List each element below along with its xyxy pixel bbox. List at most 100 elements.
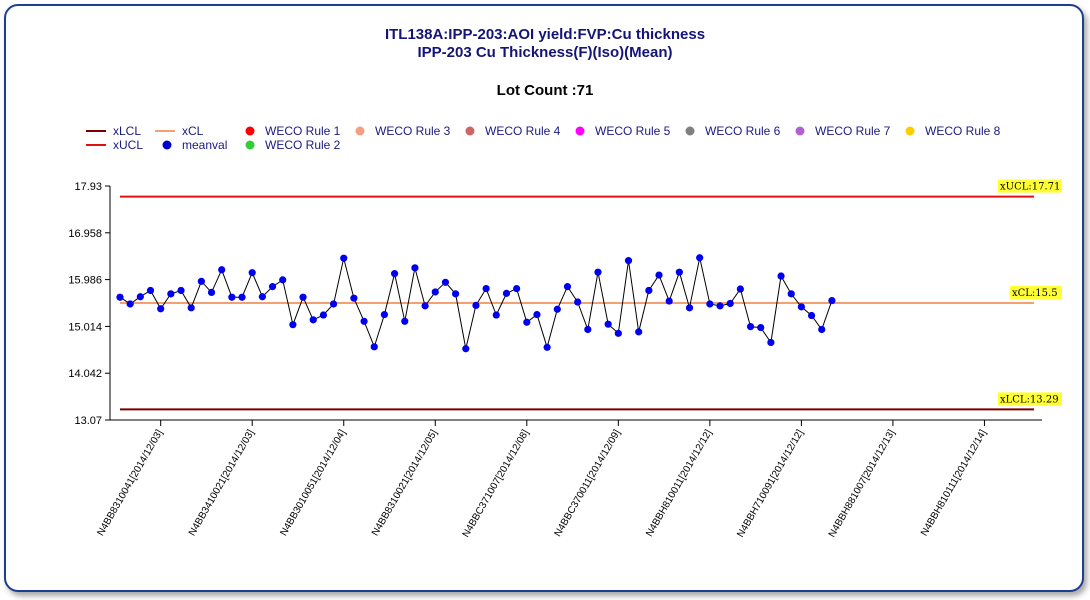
meanval-point (513, 284, 521, 293)
meanval-point (380, 310, 389, 319)
legend-label: meanval (182, 138, 227, 152)
meanval-point (329, 300, 338, 308)
meanval-point (533, 310, 541, 319)
legend-label: WECO Rule 1 (265, 124, 341, 138)
meanval-point (319, 311, 327, 319)
meanval-point (157, 305, 165, 313)
meanval-point (218, 266, 226, 274)
meanval-point (167, 290, 175, 298)
legend-label: WECO Rule 3 (375, 124, 451, 138)
legend-swatch-weco-rule-4 (465, 126, 475, 136)
y-tick-label: 15.986 (68, 275, 102, 287)
meanval-point (258, 293, 266, 301)
chart-frame (4, 4, 1084, 592)
legend-swatch-weco-rule-1 (245, 126, 255, 136)
meanval-point (350, 294, 358, 302)
meanval-point (177, 286, 185, 295)
cl-label-bg (1010, 286, 1062, 299)
meanval-point (146, 286, 155, 295)
meanval-point (543, 343, 551, 351)
meanval-point (482, 284, 490, 293)
meanval-point (574, 298, 582, 306)
meanval-point (584, 325, 592, 334)
meanval-point (797, 303, 805, 311)
meanval-point (299, 293, 307, 301)
meanval-point (248, 269, 256, 277)
legend-swatch-weco-rule-5 (575, 126, 585, 136)
meanval-point (116, 293, 124, 301)
x-tick-label: N4BB3410021[2014/12/03] (187, 428, 257, 538)
cl-label: xCL:15.5 (1012, 288, 1058, 299)
x-tick-label: N4BB3010051[2014/12/04] (278, 428, 348, 538)
meanval-point (828, 296, 836, 305)
x-tick-label: N4BBH810111[2014/12/14] (919, 428, 989, 538)
meanval-point (472, 301, 480, 310)
meanval-point (726, 299, 734, 308)
meanval-point (197, 277, 205, 285)
meanval-point (309, 316, 317, 324)
meanval-point (696, 254, 704, 262)
legend-label: WECO Rule 8 (925, 124, 1001, 138)
meanval-point (563, 283, 572, 291)
x-tick-label: N4BBH810011[2014/12/12] (644, 428, 714, 539)
meanval-point (757, 323, 765, 332)
meanval-point (207, 288, 216, 297)
meanval-point (594, 268, 602, 276)
meanval-point (523, 318, 531, 326)
ucl-label: xUCL:17.71 (1000, 182, 1060, 193)
meanval-point (502, 289, 511, 297)
meanval-point (390, 270, 399, 278)
x-tick-label: N4BBH710091[2014/12/12] (735, 428, 806, 540)
meanval-point (401, 317, 409, 325)
meanval-point (238, 293, 246, 301)
lcl-label-bg (998, 392, 1062, 406)
meanval-point (421, 302, 429, 310)
meanval-point (787, 290, 795, 298)
meanval-point (289, 321, 297, 329)
legend-swatch-weco-rule-6 (685, 126, 695, 136)
meanval-point (685, 304, 694, 312)
legend-label: WECO Rule 2 (265, 138, 341, 152)
legend-swatch-weco-rule-7 (795, 126, 805, 136)
meanval-point (452, 290, 460, 298)
meanval-point (635, 328, 643, 336)
meanval-point (624, 257, 633, 265)
legend-swatch-weco-rule-3 (355, 126, 365, 136)
y-tick-label: 13.07 (74, 415, 102, 427)
chart-title: ITL138A:IPP-203:AOI yield:FVP:Cu thickne… (384, 26, 706, 43)
legend-swatch-weco-rule-8 (905, 126, 915, 136)
legend-label: xLCL (113, 124, 141, 138)
meanval-point (665, 297, 673, 305)
x-tick-label: N4BB8310021[2014/12/05] (370, 428, 440, 538)
meanval-point (228, 293, 236, 301)
y-tick-label: 14.042 (68, 368, 102, 380)
meanval-point (655, 271, 663, 279)
legend-label: WECO Rule 7 (815, 124, 891, 138)
meanval-point (807, 311, 816, 320)
meanval-point (268, 283, 277, 291)
meanval-point (736, 285, 744, 293)
legend-label: WECO Rule 6 (705, 124, 781, 138)
meanval-point (614, 329, 622, 337)
chart-subtitle: IPP-203 Cu Thickness(F)(Iso)(Mean) (417, 44, 673, 61)
meanval-point (462, 345, 470, 353)
meanval-point (441, 278, 450, 286)
meanval-point (136, 293, 144, 301)
meanval-point (431, 288, 439, 296)
meanval-point (411, 264, 419, 272)
x-tick-label: N4BBC370011[2014/12/09] (553, 428, 623, 539)
meanval-point (767, 338, 775, 347)
meanval-point (716, 302, 724, 310)
ucl-label-bg (998, 179, 1062, 193)
legend-swatch-meanval (162, 140, 172, 150)
x-tick-label: N4BB8310041[2014/12/03] (95, 428, 165, 538)
lot-count: Lot Count :71 (496, 82, 594, 99)
meanval-point (553, 305, 561, 313)
meanval-point (279, 276, 287, 284)
legend-label: xCL (182, 124, 204, 138)
legend-label: WECO Rule 5 (595, 124, 671, 138)
y-tick-label: 16.958 (68, 228, 102, 240)
x-tick-label: N4BBC371007[2014/12/08] (461, 428, 532, 540)
meanval-point (746, 322, 755, 331)
